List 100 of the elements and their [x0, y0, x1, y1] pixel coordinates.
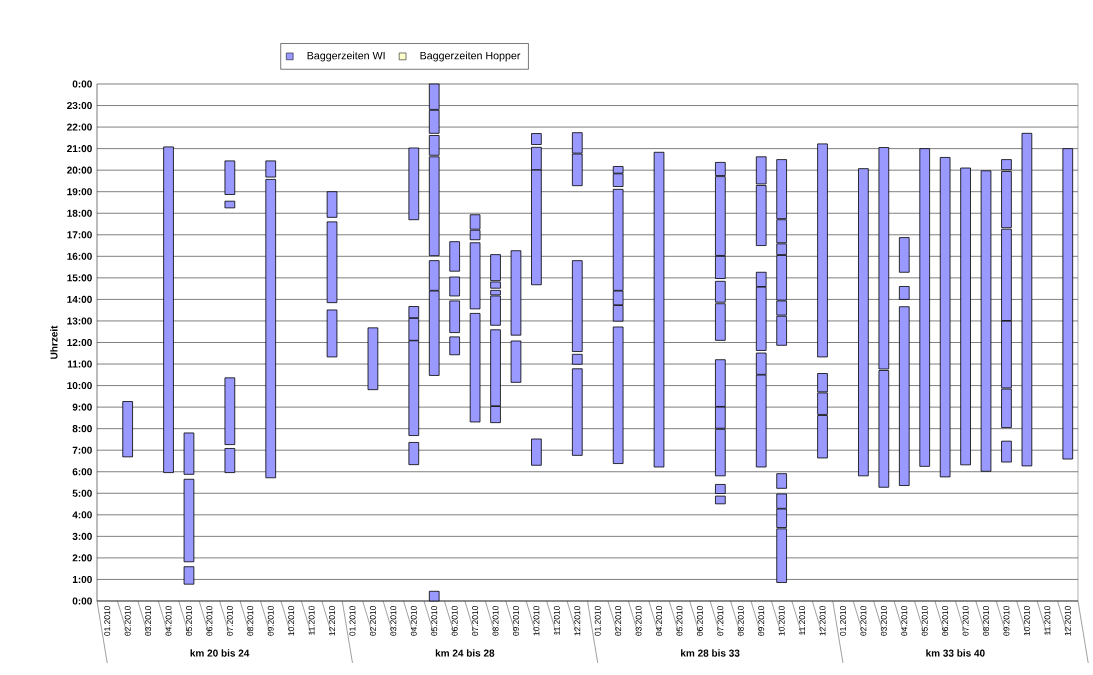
x-tick-label: 02.2010 — [124, 606, 131, 636]
bar — [898, 306, 910, 486]
x-tick-label: 03.2010 — [145, 606, 152, 636]
y-tick-label: 20:00 — [67, 166, 92, 174]
bar — [469, 313, 481, 423]
x-tick-label: 03.2010 — [390, 606, 397, 636]
y-tick-label: 15:00 — [67, 274, 92, 282]
bar — [183, 432, 195, 475]
text: km 24 bis 28 — [435, 649, 495, 657]
x-tick-label: 02.2010 — [615, 606, 622, 636]
y-tick-label: 10:00 — [67, 382, 92, 390]
bar — [326, 309, 338, 358]
x-tick-label: 04.2010 — [901, 606, 908, 636]
y-tick-label: 22:00 — [67, 123, 92, 131]
x-tick-label: 04.2010 — [656, 606, 663, 636]
x-tick-label: 11.2010 — [308, 606, 315, 635]
bar — [776, 473, 787, 489]
y-tick-label: 13:00 — [67, 317, 92, 325]
x-tick-label: 01.2010 — [839, 606, 846, 636]
y-tick-label: 23:00 — [67, 101, 92, 110]
bar — [817, 143, 828, 358]
y-tick-label: 4:00 — [72, 511, 92, 519]
legend-label: Baggerzeiten WI — [307, 51, 385, 62]
x-tick-label: 05.2010 — [676, 606, 683, 636]
y-tick-label: 17:00 — [67, 231, 92, 239]
x-tick-label: 12.2010 — [329, 606, 336, 636]
x-tick-label: 11.2010 — [1044, 606, 1051, 635]
x-tick-label: 08.2010 — [492, 606, 499, 636]
bar — [939, 157, 951, 478]
bar — [469, 242, 481, 310]
x-tick-label: 06.2010 — [942, 606, 949, 636]
bar — [224, 377, 236, 445]
bar — [122, 401, 133, 458]
bar — [326, 191, 338, 218]
bar — [326, 221, 338, 304]
bar — [510, 250, 522, 336]
y-tick-label: 14:00 — [67, 295, 92, 303]
x-tick-label: 10.2010 — [533, 606, 540, 636]
y-tick-label: 3:00 — [72, 532, 92, 540]
y-tick-label: 9:00 — [72, 403, 92, 411]
x-tick-label: 08.2010 — [983, 606, 989, 636]
y-tick-label: 1:00 — [72, 575, 92, 583]
bar — [858, 168, 869, 477]
bar — [571, 260, 583, 352]
bar — [531, 133, 542, 145]
x-tick-label: 07.2010 — [472, 606, 479, 636]
legend-label: Baggerzeiten Hopper — [420, 51, 521, 62]
bar — [898, 286, 910, 300]
bar — [1062, 148, 1074, 460]
x-tick-label: 03.2010 — [880, 606, 887, 636]
x-tick-label: 09.2010 — [1003, 606, 1010, 636]
bar — [960, 167, 971, 466]
text: km 20 bis 24 — [190, 649, 250, 657]
text: km 28 bis 33 — [681, 649, 740, 657]
y-tick-label: 0:00 — [72, 597, 92, 605]
x-tick-label: 04.2010 — [165, 606, 172, 636]
x-tick-label: 06.2010 — [696, 606, 703, 636]
bar — [612, 326, 624, 464]
x-tick-label: 07.2010 — [962, 606, 969, 636]
x-tick-label: 09.2010 — [512, 606, 519, 636]
bar — [449, 336, 460, 356]
y-tick-label: 6:00 — [72, 468, 92, 476]
y-tick-label: 11:00 — [67, 360, 92, 368]
x-tick-label: 03.2010 — [635, 606, 642, 636]
bar — [571, 353, 583, 365]
x-tick-label: 08.2010 — [247, 606, 254, 636]
y-tick-label: 2:00 — [72, 554, 92, 562]
x-tick-label: 07.2010 — [226, 606, 233, 636]
bar — [449, 241, 460, 272]
x-tick-label: 01.2010 — [594, 606, 601, 636]
bar — [571, 368, 583, 456]
x-tick-label: 01.2010 — [349, 606, 356, 636]
bar — [163, 146, 174, 473]
x-tick-label: 07.2010 — [717, 606, 724, 636]
bar — [510, 340, 522, 383]
x-tick-label: 12.2010 — [574, 606, 581, 636]
bar — [1021, 132, 1033, 467]
x-tick-label: 10.2010 — [778, 606, 785, 636]
x-tick-label: 10.2010 — [288, 606, 295, 636]
bar — [531, 438, 542, 466]
bar — [449, 276, 460, 297]
bar — [653, 151, 665, 468]
y-tick-label: 18:00 — [67, 209, 92, 217]
x-tick-label: 05.2010 — [431, 606, 438, 636]
bar — [919, 148, 931, 467]
bar — [183, 566, 195, 585]
x-tick-label: 06.2010 — [451, 606, 458, 636]
bar — [1001, 440, 1012, 463]
x-tick-label: 08.2010 — [737, 606, 744, 636]
x-tick-label: 06.2010 — [206, 606, 213, 636]
bar — [408, 147, 420, 221]
bar — [898, 237, 910, 273]
y-tick-label: 16:00 — [67, 252, 92, 260]
x-tick-label: 10.2010 — [1023, 606, 1030, 636]
bar — [449, 300, 460, 333]
x-tick-label: 09.2010 — [267, 606, 274, 636]
bar — [224, 200, 236, 209]
bar — [183, 478, 195, 563]
x-tick-label: 11.2010 — [799, 606, 806, 635]
x-tick-label: 04.2010 — [410, 606, 417, 636]
